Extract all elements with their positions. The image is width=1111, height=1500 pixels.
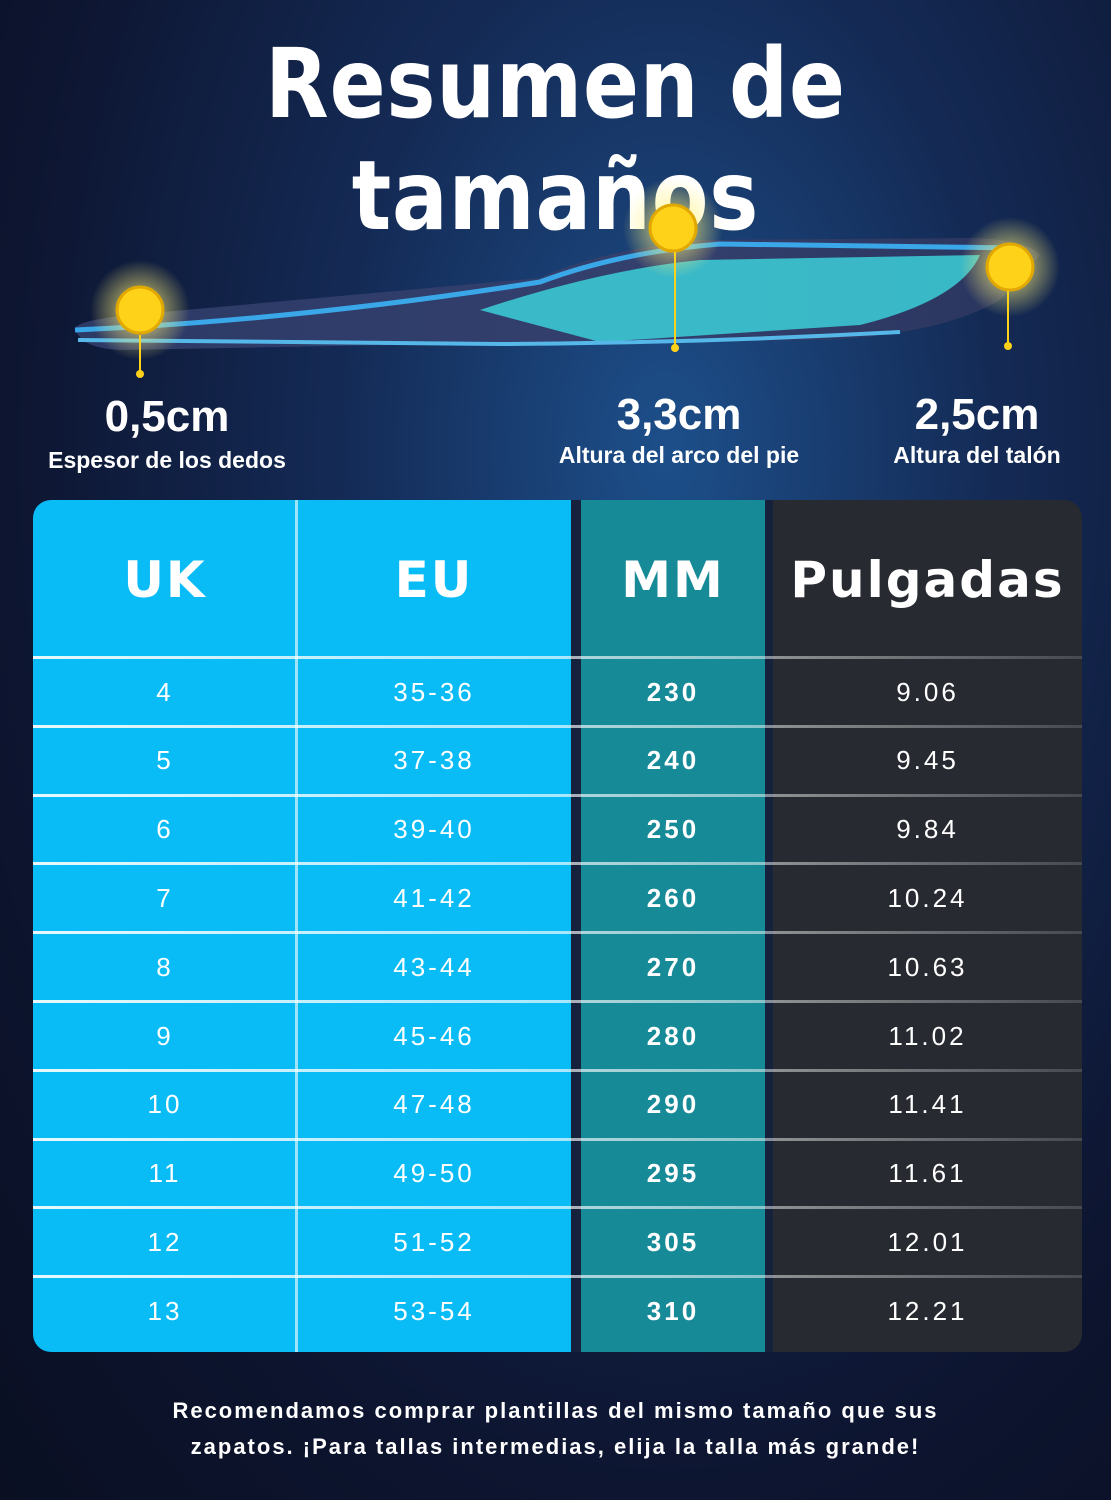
row-separator (33, 1206, 1082, 1210)
table-cell: 9 (156, 1020, 174, 1051)
column-bg (581, 500, 765, 1352)
column-bg (773, 500, 1082, 1352)
table-cell: 310 (646, 1295, 700, 1326)
row-separator (33, 1068, 1082, 1072)
table-cell: 35-36 (393, 676, 475, 707)
table-cell: 45-46 (393, 1020, 475, 1051)
row-separator (33, 656, 1082, 659)
table-cell: 10 (147, 1089, 183, 1120)
column-header: Pulgadas (790, 551, 1065, 609)
table-cell: 260 (646, 882, 700, 913)
table-cell: 10.63 (887, 951, 968, 982)
measurement-label: Espesor de los dedos (48, 447, 286, 473)
row-separator (33, 931, 1082, 935)
size-table: UK EU MM Pulgadas 4 35-36 230 9.06 5 37-38 240 9.45… (33, 500, 1082, 1352)
row-separator (33, 1275, 1082, 1279)
table-cell: 9.84 (896, 814, 959, 845)
table-cell: 270 (646, 951, 700, 982)
table-cell: 240 (646, 745, 700, 776)
measurement-value: 3,3cm (616, 390, 742, 439)
table-cell: 12.01 (887, 1226, 968, 1257)
column-header: EU (394, 551, 474, 609)
column-gap (765, 500, 773, 1352)
table-cell: 6 (156, 814, 174, 845)
row-separator (33, 724, 1082, 728)
table-cell: 230 (646, 676, 700, 707)
row-separator (33, 862, 1082, 866)
table-cell: 13 (147, 1295, 183, 1326)
table-cell: 11.41 (888, 1089, 967, 1120)
measurement-label: Altura del arco del pie (558, 442, 800, 468)
table-cell: 10.24 (887, 882, 968, 913)
footer-line: zapatos. ¡Para tallas intermedias, elija… (190, 1434, 921, 1459)
row-separator (33, 793, 1082, 797)
table-cell: 280 (646, 1020, 700, 1051)
table-cell: 41-42 (393, 882, 475, 913)
table-cell: 47-48 (393, 1089, 475, 1120)
table-cell: 51-52 (393, 1226, 475, 1257)
row-separator (33, 1000, 1082, 1003)
insole-illustration (74, 178, 1060, 378)
table-cell: 43-44 (393, 951, 475, 982)
column-header: MM (621, 551, 725, 609)
footer-line: Recomendamos comprar plantillas del mism… (172, 1398, 939, 1423)
table-cell: 4 (156, 676, 174, 707)
table-cell: 7 (156, 882, 174, 913)
table-cell: 49-50 (393, 1158, 475, 1189)
table-cell: 295 (646, 1158, 700, 1189)
table-cell: 305 (646, 1226, 700, 1257)
table-cell: 9.06 (896, 676, 959, 707)
column-bg (297, 500, 571, 1352)
table-cell: 9.45 (896, 745, 959, 776)
measurement-label: Altura del talón (893, 442, 1061, 468)
column-bg (33, 500, 297, 1352)
column-divider (295, 500, 298, 1352)
table-cell: 37-38 (393, 745, 475, 776)
table-cell: 250 (646, 814, 700, 845)
table-cell: 8 (156, 951, 174, 982)
table-cell: 11.02 (888, 1020, 967, 1051)
measurement-value: 2,5cm (914, 390, 1040, 439)
table-cell: 39-40 (393, 814, 475, 845)
column-gap (571, 500, 581, 1352)
table-cell: 5 (156, 745, 174, 776)
measurement-value: 0,5cm (104, 392, 230, 441)
table-cell: 12 (147, 1226, 183, 1257)
table-cell: 12.21 (887, 1295, 968, 1326)
table-cell: 11.61 (888, 1158, 967, 1189)
column-header: UK (123, 551, 207, 609)
table-cell: 290 (646, 1089, 700, 1120)
row-separator (33, 1137, 1082, 1141)
table-cell: 11 (148, 1158, 182, 1189)
table-cell: 53-54 (393, 1295, 475, 1326)
